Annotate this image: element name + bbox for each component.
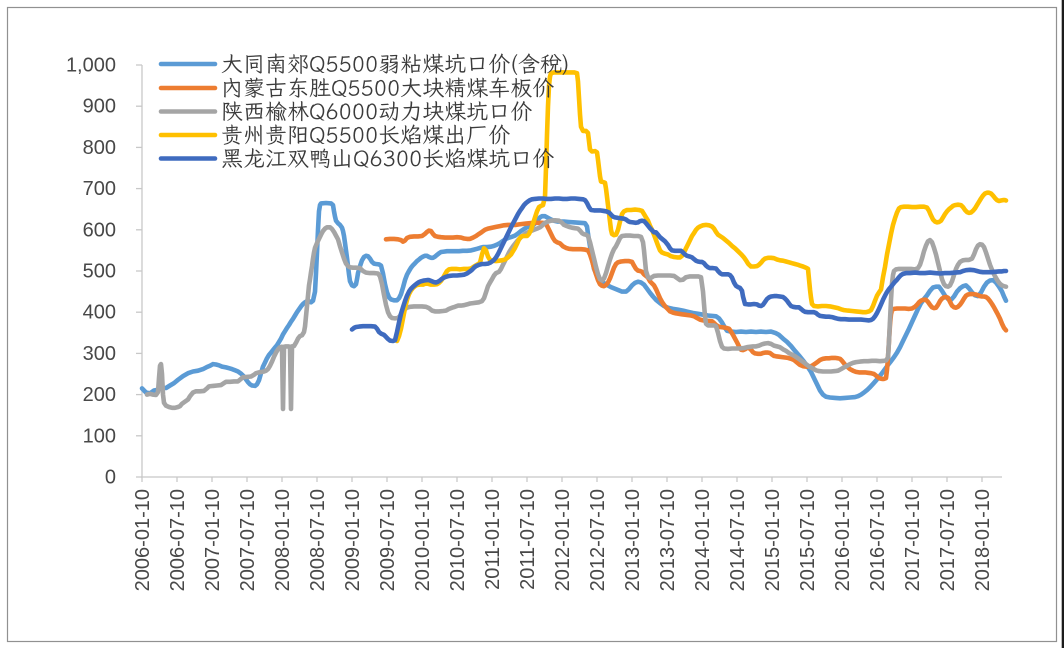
- svg-text:2009-07-10: 2009-07-10: [377, 489, 399, 591]
- svg-text:300: 300: [83, 343, 116, 365]
- svg-text:2014-01-10: 2014-01-10: [692, 489, 714, 591]
- svg-text:2015-07-10: 2015-07-10: [797, 489, 819, 591]
- svg-text:400: 400: [83, 302, 116, 324]
- svg-text:2017-07-10: 2017-07-10: [937, 489, 959, 591]
- svg-text:2008-01-10: 2008-01-10: [272, 489, 294, 591]
- svg-text:900: 900: [83, 96, 116, 118]
- svg-text:2018-01-10: 2018-01-10: [972, 489, 994, 591]
- svg-text:2007-01-10: 2007-01-10: [202, 489, 224, 591]
- svg-text:2016-07-10: 2016-07-10: [867, 489, 889, 591]
- svg-text:2015-01-10: 2015-01-10: [762, 489, 784, 591]
- svg-text:200: 200: [83, 384, 116, 406]
- svg-text:2007-07-10: 2007-07-10: [237, 489, 259, 591]
- svg-text:0: 0: [105, 467, 116, 489]
- svg-text:2006-07-10: 2006-07-10: [167, 489, 189, 591]
- svg-text:2017-01-10: 2017-01-10: [902, 489, 924, 591]
- svg-text:2010-01-10: 2010-01-10: [412, 489, 434, 591]
- svg-text:100: 100: [83, 425, 116, 447]
- svg-text:2013-07-10: 2013-07-10: [657, 489, 679, 591]
- svg-text:2009-01-10: 2009-01-10: [342, 489, 364, 591]
- svg-text:2012-07-10: 2012-07-10: [587, 489, 609, 591]
- svg-text:2013-01-10: 2013-01-10: [622, 489, 644, 591]
- svg-text:500: 500: [83, 261, 116, 283]
- svg-text:2012-01-10: 2012-01-10: [552, 489, 574, 591]
- svg-text:800: 800: [83, 137, 116, 159]
- svg-text:700: 700: [83, 178, 116, 200]
- svg-text:2011-01-10: 2011-01-10: [482, 489, 504, 590]
- svg-text:2006-01-10: 2006-01-10: [132, 489, 154, 591]
- svg-text:2010-07-10: 2010-07-10: [447, 489, 469, 591]
- svg-text:2016-01-10: 2016-01-10: [832, 489, 854, 591]
- svg-text:1,000: 1,000: [66, 55, 116, 77]
- svg-text:2014-07-10: 2014-07-10: [727, 489, 749, 591]
- svg-text:600: 600: [83, 219, 116, 241]
- svg-text:2008-07-10: 2008-07-10: [307, 489, 329, 591]
- svg-text:2011-07-10: 2011-07-10: [517, 489, 539, 590]
